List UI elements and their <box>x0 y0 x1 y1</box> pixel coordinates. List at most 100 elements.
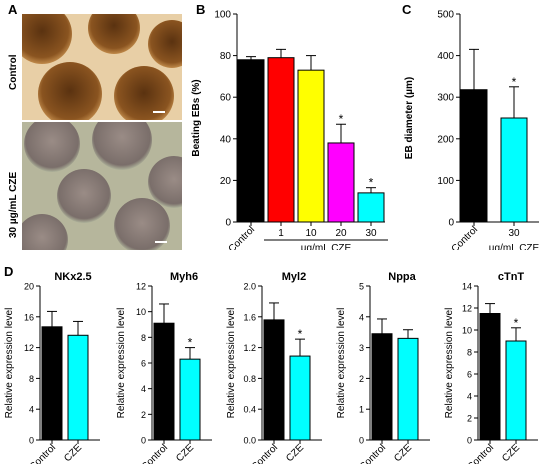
y-tick-label-c-3: 300 <box>437 93 454 104</box>
y-tick-label-d4-5: 5 <box>359 282 364 292</box>
x-tick-label-d1-1: CZE <box>62 442 84 464</box>
y-axis-label-d3: Relative expression level <box>226 308 237 419</box>
y-axis-label-d4: Relative expression level <box>336 308 347 419</box>
y-tick-label-d2-4: 8 <box>141 333 146 343</box>
chart-title-d1: NKx2.5 <box>54 271 91 283</box>
y-tick-label-d2-1: 2 <box>141 410 146 420</box>
y-tick-label-d4-1: 1 <box>359 405 364 415</box>
y-tick-label-d2-6: 12 <box>136 282 146 292</box>
y-tick-label-b-5: 100 <box>214 10 231 21</box>
bar-d1-1 <box>67 334 89 441</box>
y-tick-label-d3-0: 0.0 <box>243 436 256 446</box>
y-tick-label-d2-5: 10 <box>136 307 146 317</box>
y-tick-label-d5-6: 12 <box>462 304 472 314</box>
y-tick-label-b-0: 0 <box>225 218 231 229</box>
bar-d4-1 <box>397 337 419 441</box>
y-tick-label-d2-2: 4 <box>141 384 146 394</box>
bar-d4-0 <box>371 333 393 441</box>
chart-title-d2: Myh6 <box>170 271 198 283</box>
y-axis-label-d2: Relative expression level <box>116 308 127 419</box>
micrograph-control-label: Control <box>8 54 19 90</box>
x-tick-label-d4-1: CZE <box>392 442 414 464</box>
bar-d2-1 <box>179 358 201 441</box>
chart-myh6: Myh6 0 2 4 6 8 10 12 Relative expression level Co… <box>116 271 212 464</box>
chart-nkx25: NKx2.5 0 4 8 12 16 20 Relative expression level… <box>4 271 100 464</box>
bar-b-3 <box>327 142 355 223</box>
x-tick-label-b-1: 1 <box>278 228 284 239</box>
bar-d5-1 <box>505 340 527 441</box>
y-tick-label-d2-3: 6 <box>141 359 146 369</box>
y-tick-label-b-4: 80 <box>220 51 232 62</box>
x-tick-label-d1-0: Control <box>28 442 59 464</box>
bar-d2-0 <box>153 322 175 441</box>
y-tick-label-d3-1: 0.4 <box>243 405 256 415</box>
chart-eb-diameter: 0 100 200 300 400 500 EB diameter (µm) Control *… <box>404 10 540 251</box>
bar-d3-0 <box>263 319 285 441</box>
bar-b-4 <box>357 192 385 223</box>
panel-letter-b: B <box>196 2 206 17</box>
y-axis-label-d1: Relative expression level <box>4 308 15 419</box>
y-tick-label-d1-0: 0 <box>29 436 34 446</box>
y-tick-label-d3-2: 0.8 <box>243 374 256 384</box>
y-tick-label-c-0: 0 <box>448 218 454 229</box>
y-tick-label-b-3: 60 <box>220 93 232 104</box>
bar-b-0 <box>237 59 265 223</box>
y-tick-label-c-2: 200 <box>437 134 454 145</box>
group-label-b: µg/mL CZE <box>301 243 352 250</box>
x-tick-label-b-0: Control <box>227 224 258 250</box>
y-tick-label-c-5: 500 <box>437 10 454 21</box>
bar-d5-0 <box>479 313 501 441</box>
significance-star-c-1: * <box>512 75 517 89</box>
x-tick-label-b-2: 10 <box>305 228 317 239</box>
y-tick-label-d5-4: 8 <box>467 348 472 358</box>
x-tick-label-b-4: 30 <box>365 228 377 239</box>
y-tick-label-d4-3: 3 <box>359 343 364 353</box>
group-label-c: µg/mL CZE <box>489 243 540 250</box>
x-tick-label-d3-0: Control <box>250 442 281 464</box>
micrograph-treated-svg <box>22 122 182 250</box>
y-tick-label-d4-0: 0 <box>359 436 364 446</box>
y-tick-label-d1-3: 12 <box>24 343 34 353</box>
y-tick-label-d5-7: 14 <box>462 282 472 292</box>
y-tick-label-d5-0: 0 <box>467 436 472 446</box>
bar-b-1 <box>267 57 295 223</box>
x-tick-label-d3-1: CZE <box>284 442 306 464</box>
y-tick-label-b-2: 40 <box>220 134 232 145</box>
panel-letter-a: A <box>8 2 18 17</box>
bar-b-2 <box>297 69 325 223</box>
y-tick-label-d3-4: 1.6 <box>243 312 256 322</box>
x-tick-label-d5-0: Control <box>466 442 497 464</box>
x-tick-label-d5-1: CZE <box>500 442 522 464</box>
y-axis-label-d5: Relative expression level <box>444 308 455 419</box>
y-tick-label-d1-2: 8 <box>29 374 34 384</box>
significance-star-d3-1: * <box>298 327 303 341</box>
y-tick-label-d1-1: 4 <box>29 405 34 415</box>
y-axis-label-b: Beating EBs (%) <box>191 79 202 156</box>
x-tick-label-d4-0: Control <box>358 442 389 464</box>
x-tick-label-c-1: 30 <box>508 228 520 239</box>
y-tick-label-d1-4: 16 <box>24 312 34 322</box>
bar-d3-1 <box>289 355 311 441</box>
y-tick-label-d5-3: 6 <box>467 370 472 380</box>
chart-title-d3: Myl2 <box>282 271 306 283</box>
chart-beating-ebs: 0 20 40 60 80 100 Beating EBs (%) Control 1 10 * 20… <box>191 10 388 250</box>
y-tick-label-d5-5: 10 <box>462 326 472 336</box>
micrograph-treated-image <box>22 122 182 250</box>
y-tick-label-c-4: 400 <box>437 51 454 62</box>
panel-letter-c: C <box>402 2 412 17</box>
significance-star-d5-1: * <box>514 316 519 330</box>
chart-title-d4: Nppa <box>388 271 416 283</box>
y-tick-label-b-1: 20 <box>220 176 232 187</box>
y-tick-label-d1-5: 20 <box>24 282 34 292</box>
chart-title-d5: cTnT <box>498 271 525 283</box>
x-tick-label-d2-0: Control <box>140 442 171 464</box>
micrograph-control-image <box>22 14 182 120</box>
y-axis-label-c: EB diameter (µm) <box>404 77 415 159</box>
chart-nppa: Nppa 0 1 2 3 4 5 Relative expression level Contr… <box>336 271 430 464</box>
x-tick-label-b-3: 20 <box>335 228 347 239</box>
y-tick-label-d2-0: 0 <box>141 436 146 446</box>
bar-d1-0 <box>41 326 63 441</box>
bar-c-1 <box>500 117 528 223</box>
x-tick-label-d2-1: CZE <box>174 442 196 464</box>
y-tick-label-d5-2: 4 <box>467 392 472 402</box>
